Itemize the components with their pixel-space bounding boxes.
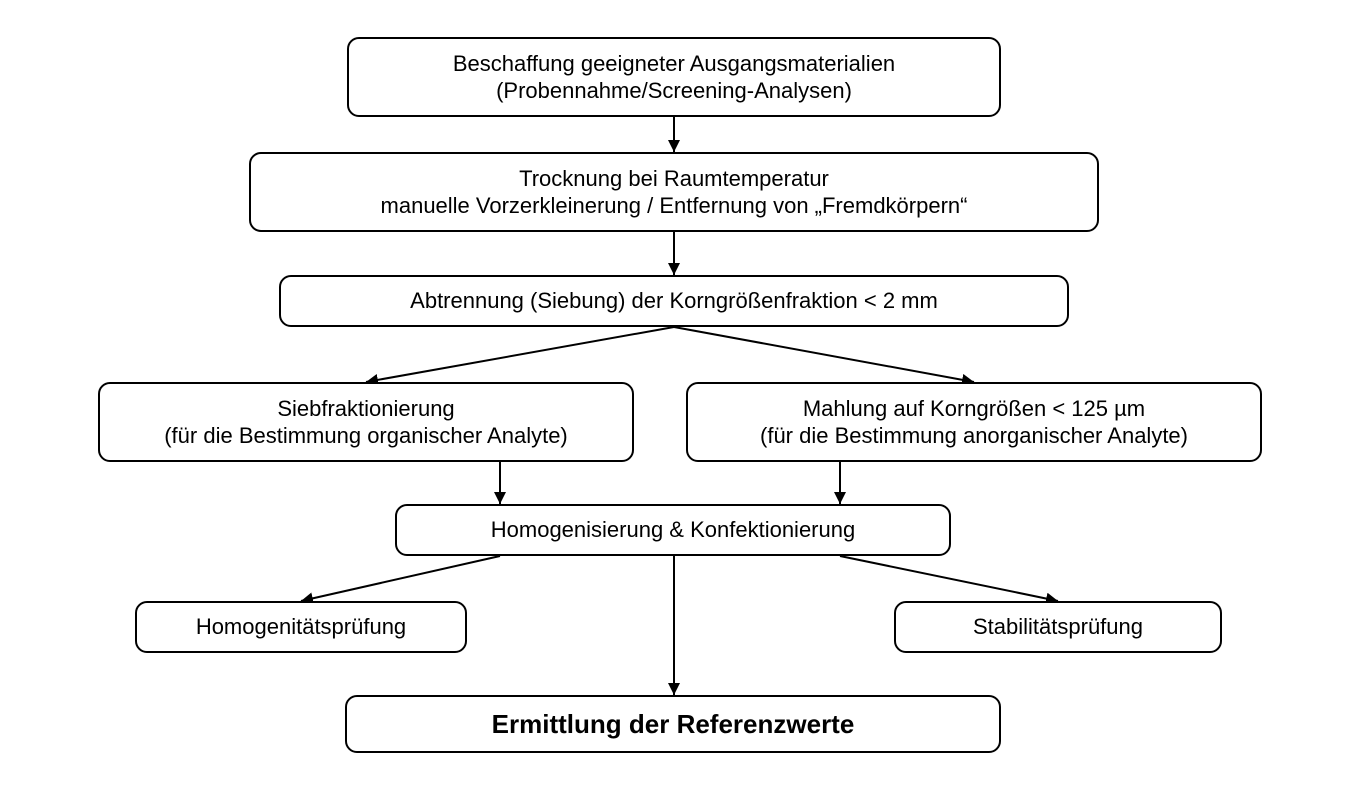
node-homogenisierung: Homogenisierung & Konfektionierung [395, 504, 951, 556]
node-text: Beschaffung geeigneter Ausgangsmateriali… [453, 50, 895, 78]
node-text: Mahlung auf Korngrößen < 125 µm [803, 395, 1145, 423]
node-text: Trocknung bei Raumtemperatur [519, 165, 829, 193]
node-text: Homogenisierung & Konfektionierung [491, 516, 855, 544]
node-text: manuelle Vorzerkleinerung / Entfernung v… [381, 192, 968, 220]
node-text: Homogenitätsprüfung [196, 613, 406, 641]
node-mahlung: Mahlung auf Korngrößen < 125 µm (für die… [686, 382, 1262, 462]
node-beschaffung: Beschaffung geeigneter Ausgangsmateriali… [347, 37, 1001, 117]
node-trocknung: Trocknung bei Raumtemperatur manuelle Vo… [249, 152, 1099, 232]
node-text: (Probennahme/Screening-Analysen) [496, 77, 852, 105]
node-abtrennung: Abtrennung (Siebung) der Korngrößenfrakt… [279, 275, 1069, 327]
node-siebfraktionierung: Siebfraktionierung (für die Bestimmung o… [98, 382, 634, 462]
node-text: Stabilitätsprüfung [973, 613, 1143, 641]
node-text: (für die Bestimmung anorganischer Analyt… [760, 422, 1188, 450]
node-text: (für die Bestimmung organischer Analyte) [164, 422, 568, 450]
node-text: Ermittlung der Referenzwerte [492, 708, 855, 741]
node-ermittlung-referenzwerte: Ermittlung der Referenzwerte [345, 695, 1001, 753]
node-text: Siebfraktionierung [277, 395, 454, 423]
node-text: Abtrennung (Siebung) der Korngrößenfrakt… [410, 287, 938, 315]
node-homogenitaetspruefung: Homogenitätsprüfung [135, 601, 467, 653]
node-stabilitaetspruefung: Stabilitätsprüfung [894, 601, 1222, 653]
flowchart-canvas: Beschaffung geeigneter Ausgangsmateriali… [0, 0, 1346, 803]
